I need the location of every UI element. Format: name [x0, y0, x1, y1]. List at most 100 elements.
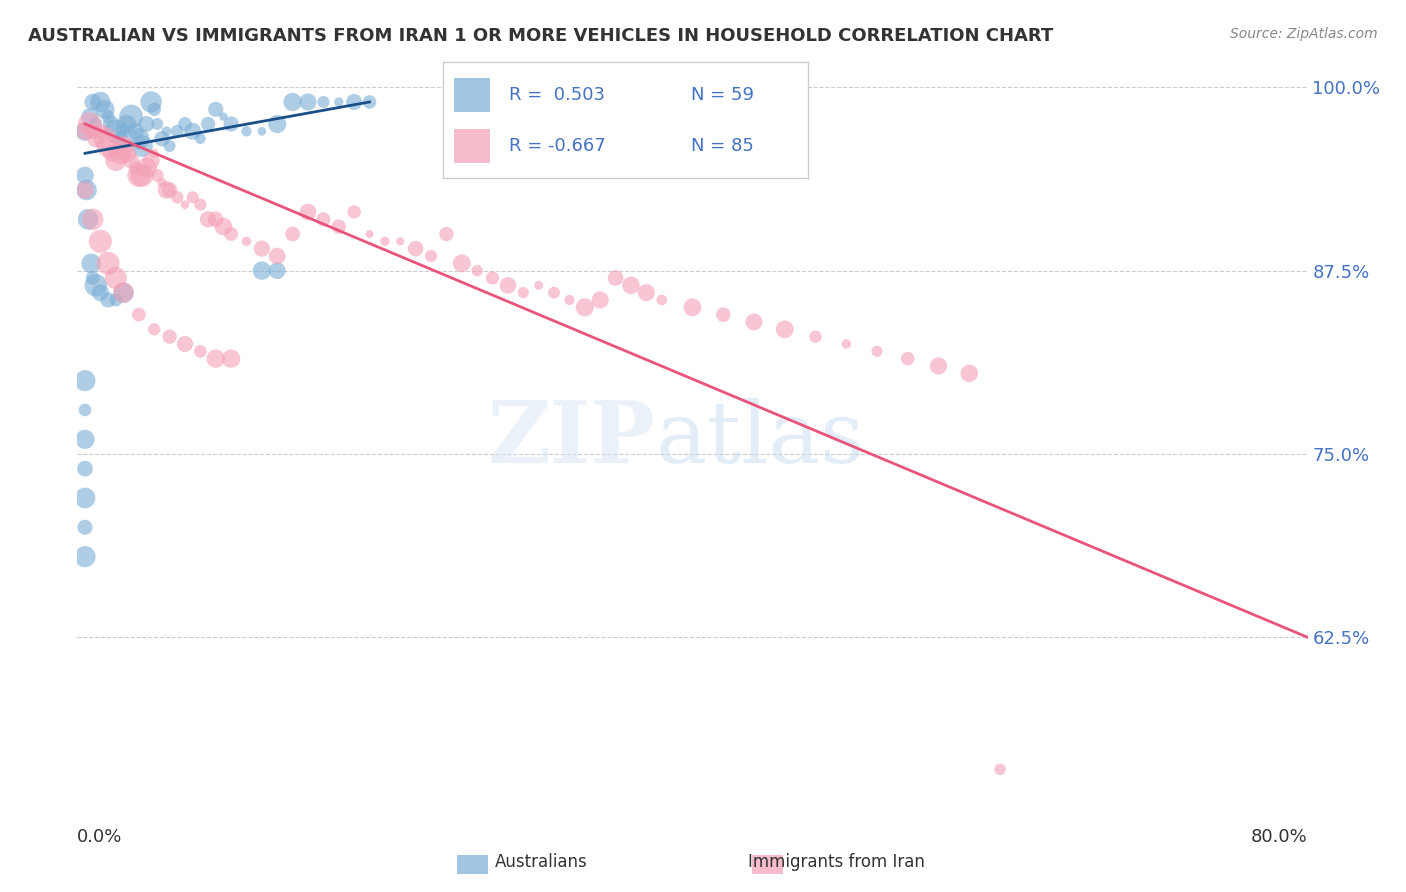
Point [82, 212, 104, 227]
Point [235, 235, 257, 249]
Point [219, 227, 242, 241]
Point [84, 278, 107, 293]
Point [204, 212, 226, 227]
Point [112, 285, 135, 300]
Point [297, 95, 319, 109]
Point [250, 242, 273, 256]
Point [89, 285, 111, 300]
Point [166, 190, 188, 204]
Point [73, 403, 96, 417]
Point [188, 131, 212, 145]
Point [988, 762, 1011, 776]
Point [135, 117, 157, 131]
Point [204, 351, 226, 366]
Point [420, 249, 443, 263]
Point [212, 219, 235, 234]
Point [620, 278, 643, 293]
Point [97, 110, 120, 124]
Text: Australians: Australians [495, 853, 588, 871]
Point [125, 124, 148, 138]
Text: N = 85: N = 85 [692, 137, 755, 155]
Point [128, 131, 150, 145]
Point [146, 117, 169, 131]
Point [159, 329, 181, 343]
Bar [454, 128, 491, 163]
Point [94, 103, 117, 117]
Point [97, 256, 120, 270]
Point [89, 124, 111, 138]
Point [328, 219, 350, 234]
Point [804, 329, 827, 343]
Point [73, 183, 96, 197]
Text: Immigrants from Iran: Immigrants from Iran [748, 853, 925, 871]
Point [266, 117, 288, 131]
Point [155, 124, 177, 138]
Point [73, 374, 96, 388]
Point [112, 285, 135, 300]
Point [94, 131, 117, 145]
Point [897, 351, 920, 366]
Point [73, 549, 96, 564]
Point [197, 117, 219, 131]
Point [773, 322, 796, 336]
Point [312, 212, 335, 227]
Point [281, 95, 304, 109]
Point [100, 146, 122, 161]
Point [605, 271, 627, 285]
Point [143, 146, 166, 161]
Point [84, 131, 107, 145]
Point [328, 95, 350, 109]
Text: atlas: atlas [655, 398, 865, 481]
Point [343, 205, 366, 219]
Point [73, 124, 96, 138]
Point [512, 285, 534, 300]
Point [343, 95, 366, 109]
Point [141, 153, 163, 168]
Point [128, 169, 150, 183]
Point [866, 344, 889, 359]
Point [266, 263, 288, 277]
Point [79, 117, 101, 131]
Text: 80.0%: 80.0% [1251, 828, 1308, 846]
Point [115, 117, 138, 131]
Point [97, 139, 120, 153]
Point [266, 249, 288, 263]
Point [711, 308, 734, 322]
Point [174, 337, 197, 351]
Point [104, 124, 127, 138]
Point [112, 139, 135, 153]
Point [281, 227, 304, 241]
Point [128, 308, 150, 322]
Bar [454, 78, 491, 112]
Point [84, 117, 107, 131]
Point [120, 153, 142, 168]
Point [174, 117, 197, 131]
Point [374, 235, 396, 249]
Point [481, 271, 503, 285]
Text: R =  0.503: R = 0.503 [509, 86, 605, 103]
Point [82, 271, 104, 285]
Point [115, 146, 138, 161]
Point [219, 117, 242, 131]
Point [73, 461, 96, 475]
Point [89, 95, 111, 109]
Point [73, 124, 96, 138]
Point [100, 117, 122, 131]
Point [235, 124, 257, 138]
Text: AUSTRALIAN VS IMMIGRANTS FROM IRAN 1 OR MORE VEHICLES IN HOUSEHOLD CORRELATION C: AUSTRALIAN VS IMMIGRANTS FROM IRAN 1 OR … [28, 27, 1053, 45]
Text: Source: ZipAtlas.com: Source: ZipAtlas.com [1230, 27, 1378, 41]
Point [188, 344, 212, 359]
Point [89, 235, 111, 249]
Point [250, 124, 273, 138]
Point [131, 139, 153, 153]
Point [131, 169, 153, 183]
Point [436, 227, 458, 241]
Point [120, 110, 142, 124]
Point [188, 197, 212, 211]
Point [250, 263, 273, 277]
Point [574, 301, 596, 315]
Point [104, 153, 127, 168]
Point [742, 315, 765, 329]
Point [112, 124, 135, 138]
Point [159, 183, 181, 197]
